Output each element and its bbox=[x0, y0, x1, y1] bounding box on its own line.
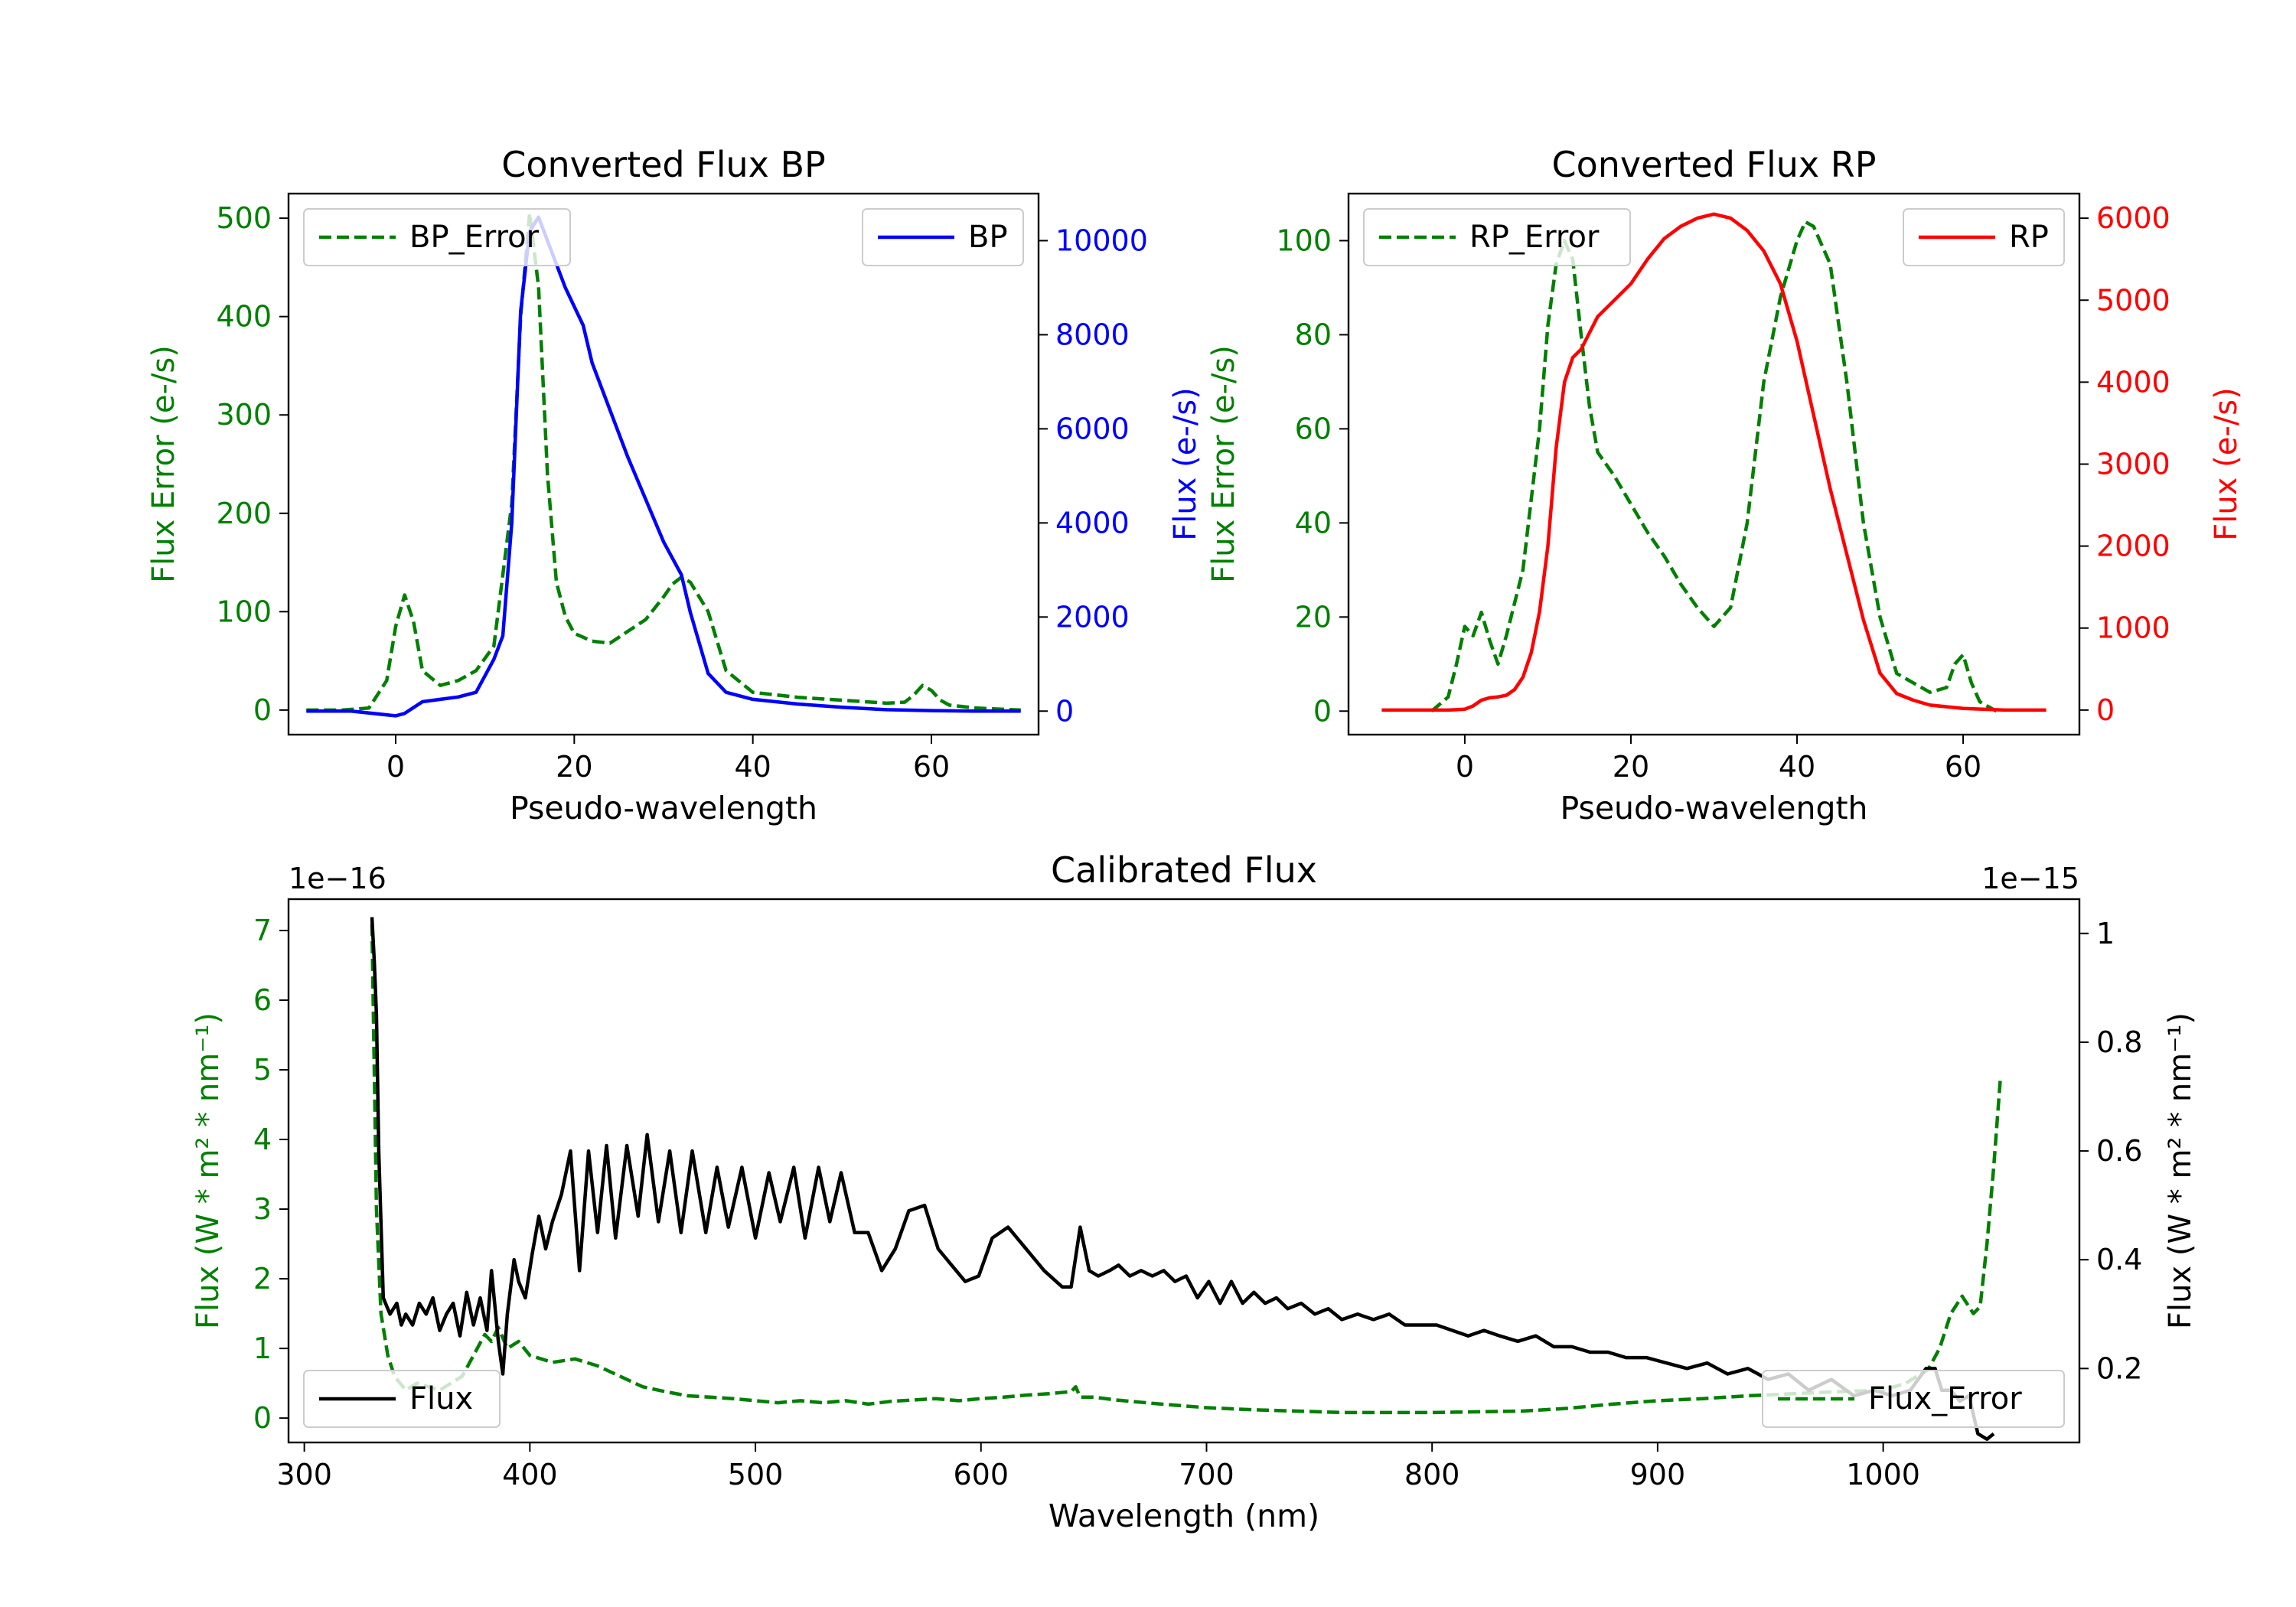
legend-label: RP bbox=[2009, 220, 2049, 255]
y-left-tick-label: 0 bbox=[253, 1401, 272, 1435]
y-right-axis-label: Flux (W * m² * nm⁻¹) bbox=[2163, 1012, 2198, 1329]
y-right-tick-label: 1 bbox=[2096, 917, 2115, 950]
series-line-flux bbox=[370, 917, 1995, 1441]
y-left-tick-label: 20 bbox=[1295, 600, 1332, 634]
x-axis-label: Pseudo-wavelength bbox=[1560, 790, 1867, 826]
legend-label: Flux bbox=[409, 1381, 473, 1416]
y-left-tick-label: 200 bbox=[216, 497, 272, 530]
y-right-tick-label: 6000 bbox=[2096, 201, 2170, 235]
legend-flux-error: Flux_Error bbox=[1762, 1370, 2065, 1428]
y-left-tick-label: 500 bbox=[216, 201, 272, 235]
chart-2: 0 20 40 60020406080100010002000300040005000… bbox=[1206, 144, 2244, 826]
legend-label: Flux_Error bbox=[1868, 1381, 2022, 1416]
x-tick-label: 300 bbox=[276, 1458, 332, 1491]
y-left-tick-label: 40 bbox=[1295, 506, 1332, 539]
chart-3: 300 400 500 600 700 800 900 1000 0 1 2 3 4 5 6 7 0.2 0.4 0… bbox=[191, 849, 2198, 1534]
legend-box bbox=[1762, 1370, 2065, 1428]
y-left-tick-label: 3 bbox=[253, 1192, 272, 1226]
plot-frame bbox=[1347, 192, 2081, 736]
x-axis-label: Pseudo-wavelength bbox=[510, 790, 817, 826]
y-right-tick-label: 0.6 bbox=[2096, 1134, 2142, 1168]
x-tick-label: 0 bbox=[386, 750, 405, 784]
y-left-axis-label: Flux Error (e-/s) bbox=[146, 345, 181, 583]
y-right-tick-label: 5000 bbox=[2096, 283, 2170, 317]
y-right-tick-label: 2000 bbox=[1055, 600, 1130, 634]
y-left-tick-label: 80 bbox=[1295, 318, 1332, 351]
x-tick-label: 1000 bbox=[1846, 1458, 1920, 1491]
y-left-tick-label: 0 bbox=[253, 693, 272, 727]
x-tick-label: 40 bbox=[1779, 750, 1815, 784]
y-left-tick-label: 100 bbox=[216, 595, 272, 628]
y-right-tick-label: 3000 bbox=[2096, 448, 2170, 481]
x-tick-label: 500 bbox=[728, 1458, 784, 1491]
y-left-tick-label: 60 bbox=[1295, 412, 1332, 445]
plot-frame bbox=[287, 898, 2081, 1444]
chart-title: Converted Flux BP bbox=[501, 144, 826, 185]
x-tick-label: 400 bbox=[502, 1458, 558, 1491]
y-left-tick-label: 7 bbox=[253, 914, 272, 947]
y-right-tick-label: 1000 bbox=[2096, 611, 2170, 645]
x-tick-label: 800 bbox=[1404, 1458, 1460, 1491]
chart-title: Calibrated Flux bbox=[1051, 849, 1317, 891]
y-right-axis-label: Flux (e-/s) bbox=[2209, 387, 2244, 540]
x-tick-label: 40 bbox=[734, 750, 771, 784]
y-right-tick-label: 0.2 bbox=[2096, 1351, 2142, 1385]
x-tick-label: 60 bbox=[913, 750, 950, 784]
y-left-tick-label: 4 bbox=[253, 1123, 272, 1156]
x-tick-label: 60 bbox=[1945, 750, 1981, 784]
y-right-tick-label: 8000 bbox=[1055, 318, 1130, 351]
plot-frame bbox=[287, 192, 1040, 736]
x-tick-label: 20 bbox=[1613, 750, 1649, 784]
y-left-axis-label: Flux Error (e-/s) bbox=[1206, 345, 1241, 583]
y-left-tick-label: 400 bbox=[216, 300, 272, 334]
y-left-tick-label: 1 bbox=[253, 1332, 272, 1365]
y-left-offset-text: 1e−16 bbox=[289, 862, 386, 895]
y-right-tick-label: 0.4 bbox=[2096, 1243, 2142, 1276]
x-tick-label: 0 bbox=[1456, 750, 1474, 784]
legend-bp: BP bbox=[862, 208, 1024, 266]
series-line-rp-error bbox=[1430, 220, 1998, 713]
legend-bp-error: BP_Error bbox=[303, 208, 571, 266]
legend-box bbox=[303, 208, 571, 266]
y-left-tick-label: 6 bbox=[253, 983, 272, 1017]
y-right-tick-label: 2000 bbox=[2096, 530, 2170, 563]
y-left-tick-label: 300 bbox=[216, 398, 272, 432]
y-right-tick-label: 0 bbox=[2096, 693, 2115, 727]
y-right-tick-label: 6000 bbox=[1055, 412, 1130, 445]
legend-box bbox=[1363, 208, 1631, 266]
y-right-tick-label: 10000 bbox=[1055, 223, 1148, 257]
legend-rp-error: RP_Error bbox=[1363, 208, 1631, 266]
legend-label: BP_Error bbox=[409, 220, 540, 255]
y-right-axis-label: Flux (e-/s) bbox=[1168, 387, 1203, 540]
series-line-flux-error bbox=[370, 923, 2003, 1415]
chart-title: Converted Flux RP bbox=[1552, 144, 1877, 185]
series-line-rp bbox=[1381, 212, 2047, 712]
x-axis-label: Wavelength (nm) bbox=[1049, 1498, 1319, 1534]
chart-1: 0 20 40 60 0 100 200 300 400 500 0 2000 4000 6000 8000… bbox=[146, 144, 1203, 826]
y-right-offset-text: 1e−15 bbox=[1981, 862, 2079, 895]
y-right-tick-label: 0.8 bbox=[2096, 1025, 2142, 1059]
legend-label: RP_Error bbox=[1469, 220, 1600, 255]
y-left-tick-label: 5 bbox=[253, 1053, 272, 1087]
x-tick-label: 900 bbox=[1630, 1458, 1686, 1491]
series-line-bp-error bbox=[306, 211, 1021, 712]
x-tick-label: 700 bbox=[1179, 1458, 1234, 1491]
x-tick-label: 600 bbox=[953, 1458, 1009, 1491]
series-line-bp bbox=[306, 215, 1021, 718]
x-tick-label: 20 bbox=[556, 750, 592, 784]
legend-box bbox=[303, 1370, 501, 1428]
y-left-tick-label: 100 bbox=[1276, 223, 1332, 257]
legend-label: BP bbox=[968, 220, 1008, 255]
y-left-axis-label: Flux (W * m² * nm⁻¹) bbox=[191, 1012, 226, 1329]
y-left-tick-label: 0 bbox=[1313, 694, 1332, 728]
y-right-tick-label: 0 bbox=[1055, 694, 1074, 728]
legend-rp: RP bbox=[1903, 208, 2065, 266]
legend-flux: Flux bbox=[303, 1370, 501, 1428]
y-right-tick-label: 4000 bbox=[2096, 365, 2170, 399]
y-right-tick-label: 4000 bbox=[1055, 506, 1130, 539]
y-left-tick-label: 2 bbox=[253, 1262, 272, 1296]
